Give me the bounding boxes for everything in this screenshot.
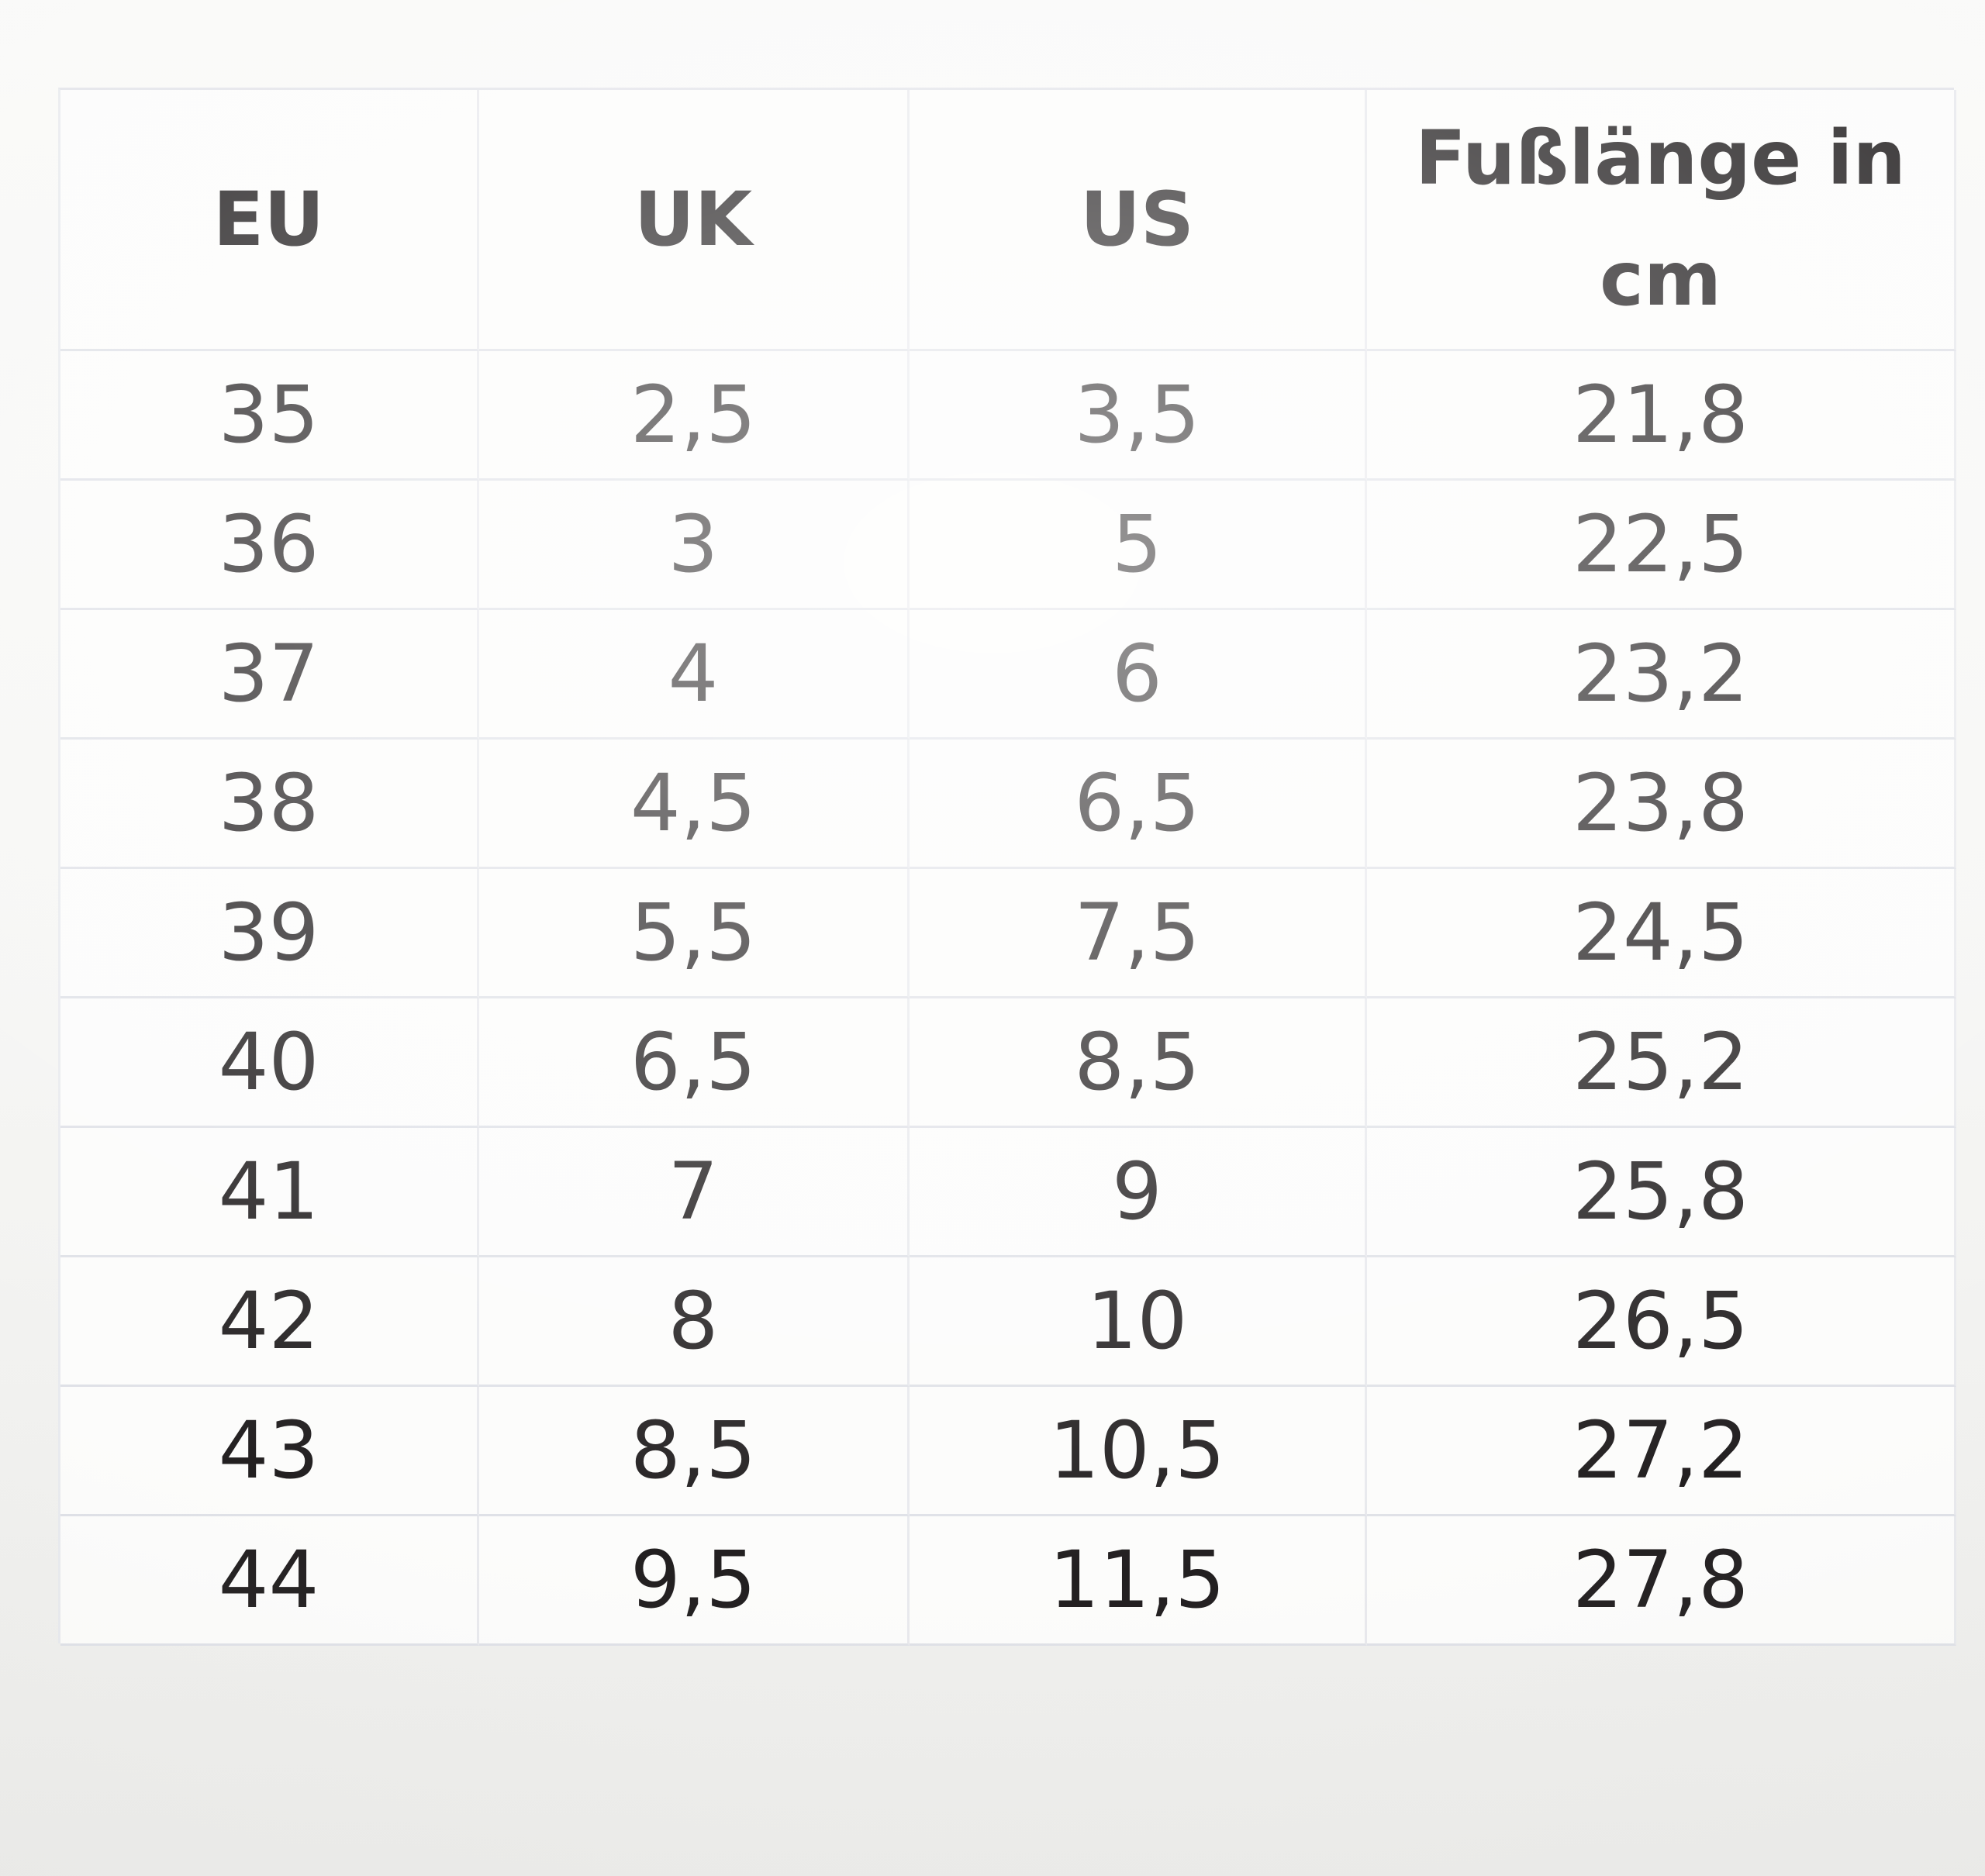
table-cell-us: 7,5 bbox=[910, 869, 1367, 998]
table-cell-us: 10 bbox=[910, 1257, 1367, 1387]
table-cell-us: 9 bbox=[910, 1128, 1367, 1257]
table-cell-cm: 27,2 bbox=[1367, 1387, 1956, 1516]
table-cell-us: 10,5 bbox=[910, 1387, 1367, 1516]
column-header-uk: UK bbox=[479, 90, 910, 351]
table-cell-cm: 23,8 bbox=[1367, 740, 1956, 869]
column-header-eu: EU bbox=[60, 90, 479, 351]
table-cell-us: 8,5 bbox=[910, 998, 1367, 1128]
foot-length-header-line2: cm bbox=[1600, 236, 1721, 322]
table-cell-uk: 4,5 bbox=[479, 740, 910, 869]
table-cell-us: 11,5 bbox=[910, 1516, 1367, 1646]
table-cell-cm: 23,2 bbox=[1367, 610, 1956, 740]
table-cell-cm: 25,2 bbox=[1367, 998, 1956, 1128]
table-cell-us: 6 bbox=[910, 610, 1367, 740]
table-cell-uk: 8 bbox=[479, 1257, 910, 1387]
table-cell-eu: 35 bbox=[60, 351, 479, 481]
table-cell-uk: 8,5 bbox=[479, 1387, 910, 1516]
table-cell-eu: 37 bbox=[60, 610, 479, 740]
table-cell-uk: 3 bbox=[479, 481, 910, 610]
table-cell-us: 5 bbox=[910, 481, 1367, 610]
table-cell-cm: 21,8 bbox=[1367, 351, 1956, 481]
table-cell-cm: 27,8 bbox=[1367, 1516, 1956, 1646]
foot-length-header-line1: Fußlänge in bbox=[1415, 115, 1906, 202]
shoe-size-table: EU UK US Fußlänge in cm 35 2,5 3,5 21,8 … bbox=[58, 88, 1956, 1646]
table-cell-cm: 25,8 bbox=[1367, 1128, 1956, 1257]
table-cell-eu: 40 bbox=[60, 998, 479, 1128]
table-cell-uk: 6,5 bbox=[479, 998, 910, 1128]
table-cell-eu: 39 bbox=[60, 869, 479, 998]
table-cell-eu: 44 bbox=[60, 1516, 479, 1646]
table-cell-eu: 38 bbox=[60, 740, 479, 869]
column-header-foot-length: Fußlänge in cm bbox=[1367, 90, 1956, 351]
table-cell-cm: 22,5 bbox=[1367, 481, 1956, 610]
table-cell-uk: 5,5 bbox=[479, 869, 910, 998]
table-cell-eu: 43 bbox=[60, 1387, 479, 1516]
table-cell-us: 6,5 bbox=[910, 740, 1367, 869]
table-cell-us: 3,5 bbox=[910, 351, 1367, 481]
table-cell-uk: 7 bbox=[479, 1128, 910, 1257]
table-cell-eu: 36 bbox=[60, 481, 479, 610]
table-cell-uk: 2,5 bbox=[479, 351, 910, 481]
table-cell-cm: 24,5 bbox=[1367, 869, 1956, 998]
table-cell-eu: 41 bbox=[60, 1128, 479, 1257]
table-cell-uk: 9,5 bbox=[479, 1516, 910, 1646]
table-cell-uk: 4 bbox=[479, 610, 910, 740]
table-cell-eu: 42 bbox=[60, 1257, 479, 1387]
column-header-us: US bbox=[910, 90, 1367, 351]
table-cell-cm: 26,5 bbox=[1367, 1257, 1956, 1387]
